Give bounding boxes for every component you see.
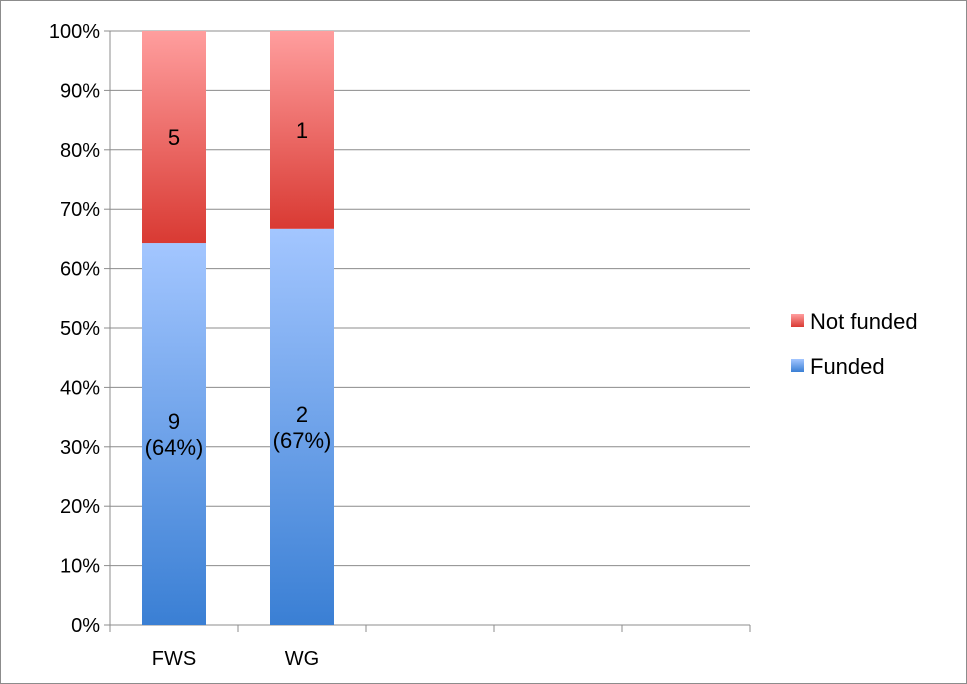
x-tick-label: WG <box>285 648 319 670</box>
bar-segment-funded <box>270 228 334 625</box>
y-tick-label: 0% <box>71 615 100 637</box>
data-label: (67%) <box>273 428 332 453</box>
data-label: 1 <box>296 118 308 143</box>
legend-label: Funded <box>810 354 885 379</box>
bar-segment-not-funded <box>270 31 334 229</box>
legend-label: Not funded <box>810 309 918 334</box>
gridlines <box>110 30 750 567</box>
y-tick-label: 10% <box>60 556 100 578</box>
data-labels: 9(64%) 5 2(67%) 1 <box>145 118 332 460</box>
y-tick-label: 90% <box>60 80 100 102</box>
legend-swatch <box>791 314 804 327</box>
bars <box>142 31 334 626</box>
data-label: 2 <box>296 402 308 427</box>
data-label: 5 <box>168 125 180 150</box>
x-tick-label: FWS <box>152 648 196 670</box>
legend: Not funded Funded <box>791 309 918 379</box>
legend-item-funded: Funded <box>791 354 885 379</box>
data-label: (64%) <box>145 435 204 460</box>
y-tick-label: 30% <box>60 437 100 459</box>
legend-swatch <box>791 359 804 372</box>
data-label: 9 <box>168 409 180 434</box>
y-tick-label: 70% <box>60 199 100 221</box>
y-tick-label: 50% <box>60 318 100 340</box>
y-tick-label: 20% <box>60 496 100 518</box>
y-tick-label: 100% <box>49 21 100 43</box>
legend-item-not-funded: Not funded <box>791 309 918 334</box>
y-tick-label: 80% <box>60 140 100 162</box>
bar-segment-funded <box>142 243 206 626</box>
y-tick-label: 40% <box>60 377 100 399</box>
axes: 0% 10% 20% 30% 40% 50% 60% 70% 80% 90% 100% FWS WG <box>49 21 751 670</box>
bar-segment-not-funded <box>142 31 206 244</box>
y-tick-label: 60% <box>60 259 100 281</box>
